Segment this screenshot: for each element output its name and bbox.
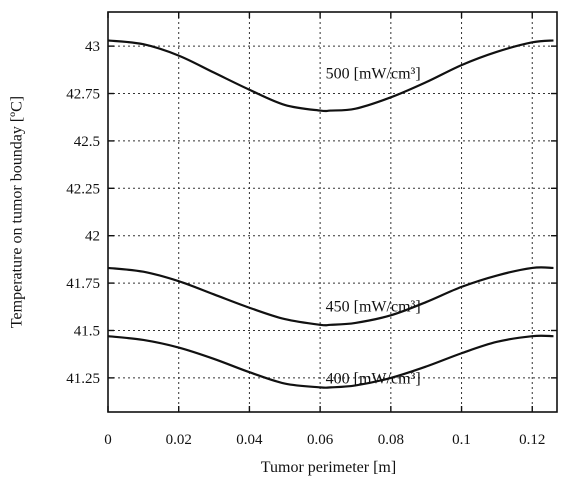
y-tick-label: 43 [85, 39, 100, 55]
x-tick-label: 0 [104, 432, 112, 448]
series-line [107, 334, 554, 389]
x-tick-label: 0.1 [452, 432, 471, 448]
plot-frame [107, 11, 558, 413]
curve-label: 400 [mW/cm³] [326, 371, 421, 388]
y-tick-label: 41.75 [66, 276, 100, 292]
series-group [107, 39, 554, 389]
y-tick-label: 42.5 [74, 134, 100, 150]
series-line [107, 39, 554, 113]
y-tick-label: 42 [85, 229, 100, 245]
curve-label: 450 [mW/cm³] [326, 299, 421, 316]
x-tick-label: 0.12 [519, 432, 545, 448]
grid [108, 12, 557, 412]
y-tick-label: 42.75 [66, 87, 100, 103]
curve-labels: 500 [mW/cm³] 450 [mW/cm³] 400 [mW/cm³] [326, 65, 421, 387]
y-axis-title: Temperature on tumor bounday [ºC] [9, 96, 26, 328]
x-tick-label: 0.06 [307, 432, 334, 448]
y-tick-label: 41.5 [74, 323, 100, 339]
curve-label: 500 [mW/cm³] [326, 65, 421, 82]
series-line [107, 266, 554, 327]
x-tick-label: 0.08 [378, 432, 404, 448]
y-tick-label: 41.25 [66, 371, 100, 387]
x-tick-label: 0.04 [236, 432, 263, 448]
y-tick-label: 42.25 [66, 181, 100, 197]
x-tick-label: 0.02 [166, 432, 192, 448]
x-axis-title: Tumor perimeter [m] [261, 459, 396, 476]
axis-ticks: 0 0.02 0.04 0.06 0.08 0.1 0.12 41.25 41.5 41.75 42… [66, 12, 557, 448]
